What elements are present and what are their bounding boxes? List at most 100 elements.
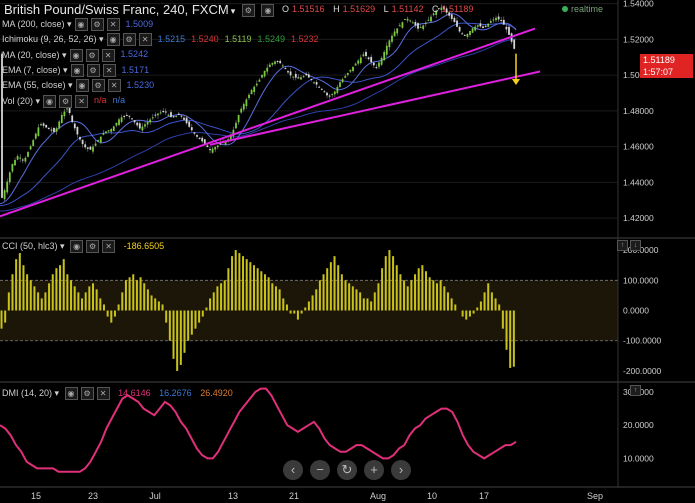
hide-icon[interactable]: ◉ (69, 48, 83, 62)
cci-bar (121, 292, 124, 311)
candle-body (206, 145, 209, 148)
cci-bar (231, 256, 234, 311)
close-icon[interactable]: ✕ (75, 94, 89, 108)
dmi-legend[interactable]: DMI (14, 20) ▾ ◉ ⚙ ✕ 14.6146 16.2676 26.49… (2, 387, 233, 400)
candle-body (508, 26, 510, 35)
settings-icon[interactable]: ⚙ (90, 18, 104, 31)
candle-body (461, 33, 464, 35)
cci-bar (179, 310, 182, 365)
forward-icon[interactable]: › (391, 460, 411, 480)
indicator-label[interactable]: Vol (20) ▾ (2, 95, 41, 106)
zoom-in-icon[interactable]: + (364, 460, 384, 480)
close-icon[interactable]: ✕ (101, 48, 115, 62)
close-icon[interactable]: ✕ (106, 18, 120, 31)
indicator-label[interactable]: Ichimoku (9, 26, 52, 26) ▾ (2, 34, 104, 45)
candle-body (320, 88, 323, 90)
cci-bar (274, 286, 277, 311)
settings-icon[interactable]: ⚙ (241, 4, 255, 18)
settings-icon[interactable]: ⚙ (91, 79, 105, 93)
indicator-label[interactable]: MA (200, close) ▾ (2, 18, 72, 29)
dmi-series-line (0, 387, 517, 473)
candle-body (24, 157, 27, 162)
indicator-value: 1.5249 (257, 34, 286, 45)
hide-icon[interactable]: ◉ (70, 240, 84, 253)
reset-icon[interactable]: ↻ (337, 460, 357, 480)
candle-body (128, 115, 131, 117)
close-icon[interactable]: ✕ (107, 79, 121, 93)
indicator-label[interactable]: EMA (7, close) ▾ (2, 64, 68, 75)
candle-body (50, 129, 53, 131)
indicator-label[interactable]: EMA (55, close) ▾ (2, 80, 73, 91)
candle-body (474, 26, 477, 31)
cci-bar (190, 310, 193, 335)
candle-body (281, 65, 284, 67)
cci-legend[interactable]: CCI (50, hlc3) ▾ ◉ ⚙ ✕ -186.6505 (2, 240, 165, 253)
close-icon[interactable]: ✕ (138, 33, 152, 47)
candle-body (177, 113, 180, 115)
cci-bar (150, 295, 153, 311)
indicator-row[interactable]: Ichimoku (9, 26, 52, 26) ▾ ◉ ⚙ ✕ 1.5215 1.524… (2, 33, 319, 47)
settings-icon[interactable]: ⚙ (59, 94, 73, 108)
indicator-row[interactable]: EMA (55, close) ▾ ◉ ⚙ ✕ 1.5230 (2, 79, 154, 93)
candle-body (469, 30, 471, 35)
cci-bar (446, 292, 449, 311)
symbol-title[interactable]: British Pound/Swiss Franc, 240, FXCM (4, 2, 229, 17)
settings-icon[interactable]: ⚙ (86, 63, 100, 77)
settings-icon[interactable]: ⚙ (80, 387, 94, 400)
zoom-out-icon[interactable]: − (310, 460, 330, 480)
candle-body (315, 82, 318, 85)
hide-icon[interactable]: ◉ (70, 63, 84, 77)
close-icon[interactable]: ✕ (96, 387, 110, 400)
candle-body (172, 116, 175, 118)
indicator-row[interactable]: Vol (20) ▾ ◉ ⚙ ✕ n/a n/a (2, 94, 125, 108)
hide-icon[interactable]: ◉ (43, 94, 57, 108)
hide-icon[interactable]: ◉ (106, 33, 120, 47)
cci-bar (168, 310, 171, 341)
chevron-down-icon[interactable]: ▾ (230, 6, 236, 16)
cci-bar (337, 265, 340, 311)
indicator-row[interactable]: MA (20, close) ▾ ◉ ⚙ ✕ 1.5242 (2, 48, 148, 62)
arrow-head (512, 79, 520, 86)
dmi-value-2: 16.2676 (159, 387, 192, 398)
settings-icon[interactable]: ⚙ (86, 240, 100, 253)
cci-bar (15, 259, 18, 311)
settings-icon[interactable]: ⚙ (85, 48, 99, 62)
countdown-tag: 1:57:07 (640, 66, 693, 78)
hide-icon[interactable]: ◉ (74, 18, 88, 31)
cci-bar (318, 280, 321, 311)
hide-icon[interactable]: ◉ (75, 79, 89, 93)
cci-label[interactable]: CCI (50, hlc3) (2, 240, 58, 251)
candle-body (349, 69, 352, 72)
cci-bar (359, 292, 362, 311)
indicator-label[interactable]: MA (20, close) ▾ (2, 49, 67, 60)
move-up-icon[interactable]: ↑ (630, 385, 641, 396)
indicator-row[interactable]: EMA (7, close) ▾ ◉ ⚙ ✕ 1.5171 (2, 63, 149, 77)
close-icon[interactable]: ✕ (102, 240, 116, 253)
move-down-icon[interactable]: ↓ (630, 240, 641, 251)
hide-icon[interactable]: ◉ (261, 4, 275, 18)
cci-bar (84, 292, 87, 311)
candle-body (341, 79, 344, 83)
chart-title[interactable]: British Pound/Swiss Franc, 240, FXCM ▾ ⚙ … (4, 2, 275, 18)
candle-body (219, 143, 222, 145)
candle-body (154, 114, 157, 116)
cci-bar (55, 268, 58, 311)
indicator-row[interactable]: MA (200, close) ▾ ◉ ⚙ ✕ 1.5009 (2, 18, 153, 31)
candle-body (297, 77, 300, 79)
move-up-icon[interactable]: ↑ (617, 240, 628, 251)
back-icon[interactable]: ‹ (283, 460, 303, 480)
candle-body (170, 112, 172, 118)
candle-body (81, 139, 84, 145)
settings-icon[interactable]: ⚙ (122, 33, 136, 47)
hide-icon[interactable]: ◉ (64, 387, 78, 400)
candle-body (284, 68, 287, 70)
dmi-label[interactable]: DMI (14, 20) (2, 387, 53, 398)
cci-bar (388, 250, 391, 311)
candle-body (318, 86, 321, 88)
candle-body (86, 147, 89, 149)
cci-bar (483, 292, 486, 311)
close-icon[interactable]: ✕ (102, 63, 116, 77)
candle-body (380, 57, 383, 65)
candle-body (97, 140, 100, 142)
